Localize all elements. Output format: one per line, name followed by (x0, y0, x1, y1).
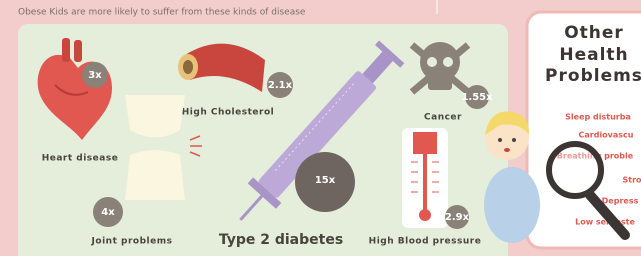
item-label: Cancer (424, 113, 462, 123)
multiplier: 4x (101, 207, 115, 218)
item-label: Type 2 diabetes (219, 232, 343, 248)
side-item: Sleep disturba (565, 113, 631, 122)
multiplier: 1.55x (461, 92, 493, 103)
item-label: High Blood pressure (369, 237, 482, 247)
multiplier: 15x (315, 175, 336, 186)
multiplier: 2.1x (268, 80, 293, 91)
thermometer-icon (402, 128, 448, 228)
side-title: Problems (545, 66, 641, 86)
header: Obese Kids are more likely to suffer fro… (18, 8, 306, 18)
item-label: High Cholesterol (182, 108, 274, 118)
multiplier: 3x (88, 70, 102, 81)
item-label: Heart disease (42, 154, 119, 164)
side-title: Other (564, 23, 624, 43)
multiplier: 2.9x (445, 212, 470, 223)
side-item: Cardiovascu (579, 131, 634, 140)
side-item: Stro (622, 176, 641, 185)
side-title: Health (559, 45, 628, 65)
infographic: Obese Kids are more likely to suffer fro… (0, 0, 641, 256)
item-label: Joint problems (91, 237, 173, 247)
side-item: Depress (602, 197, 639, 206)
